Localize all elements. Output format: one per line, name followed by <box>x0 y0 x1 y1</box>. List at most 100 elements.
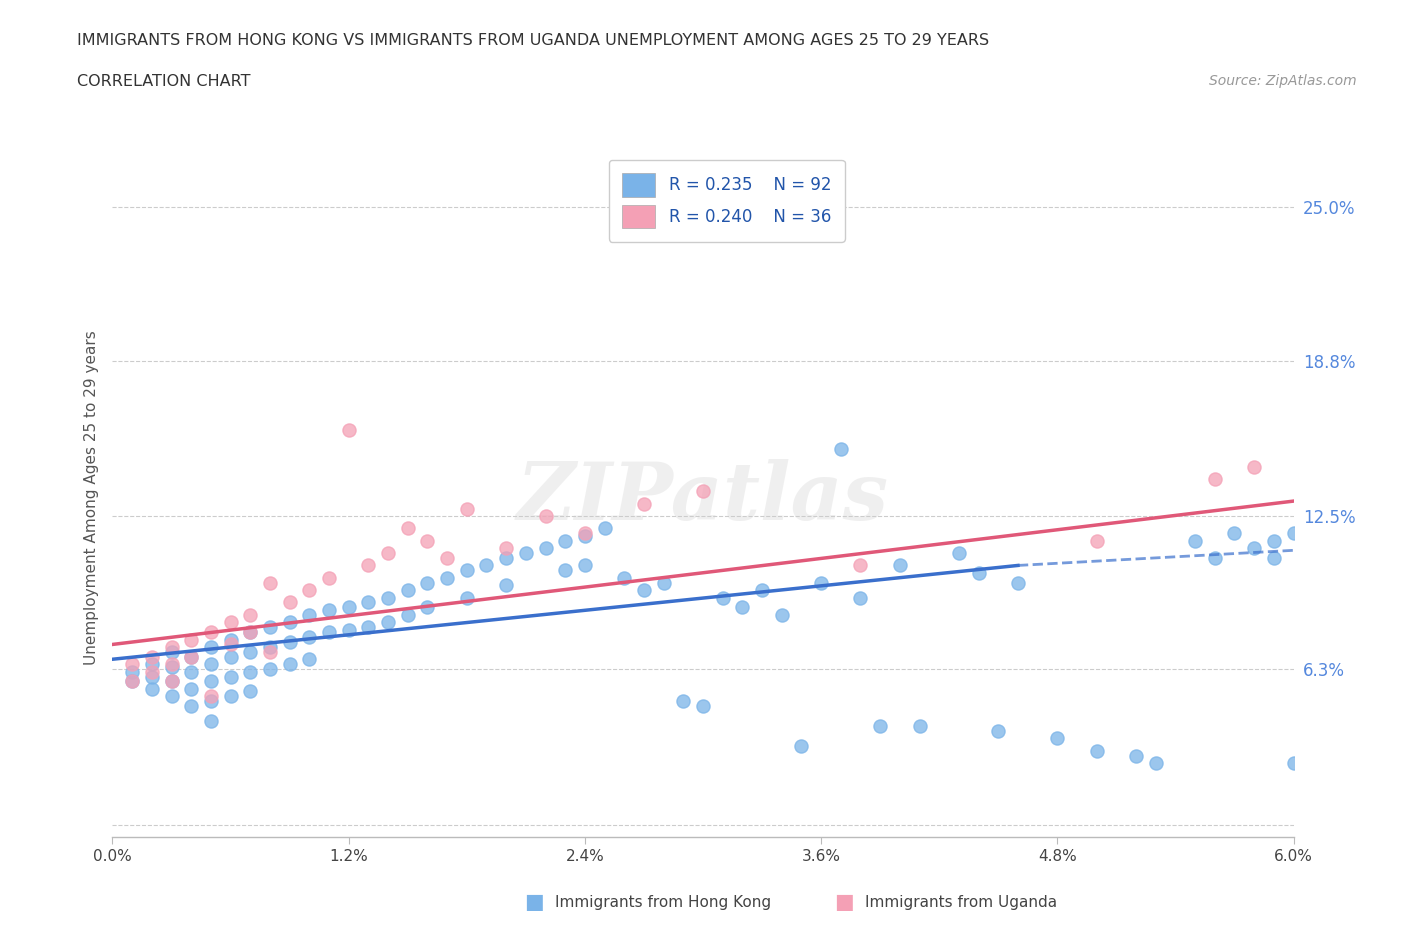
Point <box>200 640 222 655</box>
Point <box>298 630 321 644</box>
Point <box>121 657 143 671</box>
Point <box>692 484 714 498</box>
Point <box>200 674 222 689</box>
Point <box>200 689 222 704</box>
Point <box>377 615 399 630</box>
Point <box>1046 731 1069 746</box>
Text: ■: ■ <box>524 892 544 912</box>
Y-axis label: Unemployment Among Ages 25 to 29 years: Unemployment Among Ages 25 to 29 years <box>83 330 98 665</box>
Point <box>239 625 262 640</box>
Point <box>259 640 281 655</box>
Point <box>160 674 183 689</box>
Point <box>160 657 183 671</box>
Legend: R = 0.235    N = 92, R = 0.240    N = 36: R = 0.235 N = 92, R = 0.240 N = 36 <box>609 160 845 242</box>
Point <box>121 664 143 679</box>
Point <box>849 558 872 573</box>
Point <box>121 674 143 689</box>
Point <box>1085 533 1108 548</box>
Point <box>259 576 281 591</box>
Point <box>711 591 734 605</box>
Point <box>357 558 380 573</box>
Point <box>239 684 262 698</box>
Point <box>574 528 596 543</box>
Point <box>495 540 517 555</box>
Point <box>377 546 399 561</box>
Point <box>160 659 183 674</box>
Point <box>554 533 576 548</box>
Point <box>1007 576 1029 591</box>
Point <box>200 657 222 671</box>
Point <box>377 591 399 605</box>
Point <box>1144 755 1167 770</box>
Point <box>239 607 262 622</box>
Point <box>633 497 655 512</box>
Point <box>219 632 242 647</box>
Point <box>259 644 281 659</box>
Point <box>495 551 517 565</box>
Point <box>731 600 754 615</box>
Point <box>849 591 872 605</box>
Point <box>495 578 517 592</box>
Point <box>180 632 202 647</box>
Point <box>456 501 478 516</box>
Text: IMMIGRANTS FROM HONG KONG VS IMMIGRANTS FROM UGANDA UNEMPLOYMENT AMONG AGES 25 T: IMMIGRANTS FROM HONG KONG VS IMMIGRANTS … <box>77 33 990 47</box>
Point <box>672 694 695 709</box>
Point <box>200 694 222 709</box>
Point <box>1223 525 1246 540</box>
Point <box>416 600 439 615</box>
Point <box>1263 551 1285 565</box>
Point <box>337 622 360 637</box>
Point <box>534 540 557 555</box>
Point <box>1184 533 1206 548</box>
Point <box>219 669 242 684</box>
Point <box>141 669 163 684</box>
Point <box>751 583 773 598</box>
Point <box>1282 525 1305 540</box>
Point <box>436 570 458 585</box>
Point <box>1125 748 1147 763</box>
Point <box>593 521 616 536</box>
Point <box>967 565 990 580</box>
Text: Immigrants from Uganda: Immigrants from Uganda <box>865 895 1057 910</box>
Point <box>278 657 301 671</box>
Point <box>337 422 360 437</box>
Point <box>436 551 458 565</box>
Point <box>889 558 911 573</box>
Point <box>278 615 301 630</box>
Point <box>1085 743 1108 758</box>
Point <box>298 652 321 667</box>
Text: ■: ■ <box>834 892 853 912</box>
Point <box>357 619 380 634</box>
Point <box>141 649 163 664</box>
Point <box>160 674 183 689</box>
Point <box>180 649 202 664</box>
Point <box>456 591 478 605</box>
Point <box>141 682 163 697</box>
Point <box>200 713 222 728</box>
Point <box>219 637 242 652</box>
Point <box>1243 459 1265 474</box>
Point <box>908 719 931 734</box>
Point <box>1204 551 1226 565</box>
Point <box>219 615 242 630</box>
Point <box>180 649 202 664</box>
Point <box>534 509 557 524</box>
Text: ZIPatlas: ZIPatlas <box>517 458 889 537</box>
Point <box>515 546 537 561</box>
Point <box>948 546 970 561</box>
Point <box>416 576 439 591</box>
Point <box>869 719 891 734</box>
Point <box>574 525 596 540</box>
Point <box>1282 755 1305 770</box>
Point <box>239 625 262 640</box>
Point <box>396 607 419 622</box>
Point <box>790 738 813 753</box>
Point <box>219 649 242 664</box>
Point <box>180 682 202 697</box>
Point <box>475 558 498 573</box>
Point <box>987 724 1010 738</box>
Point <box>121 674 143 689</box>
Point <box>357 595 380 610</box>
Point <box>613 570 636 585</box>
Point <box>337 600 360 615</box>
